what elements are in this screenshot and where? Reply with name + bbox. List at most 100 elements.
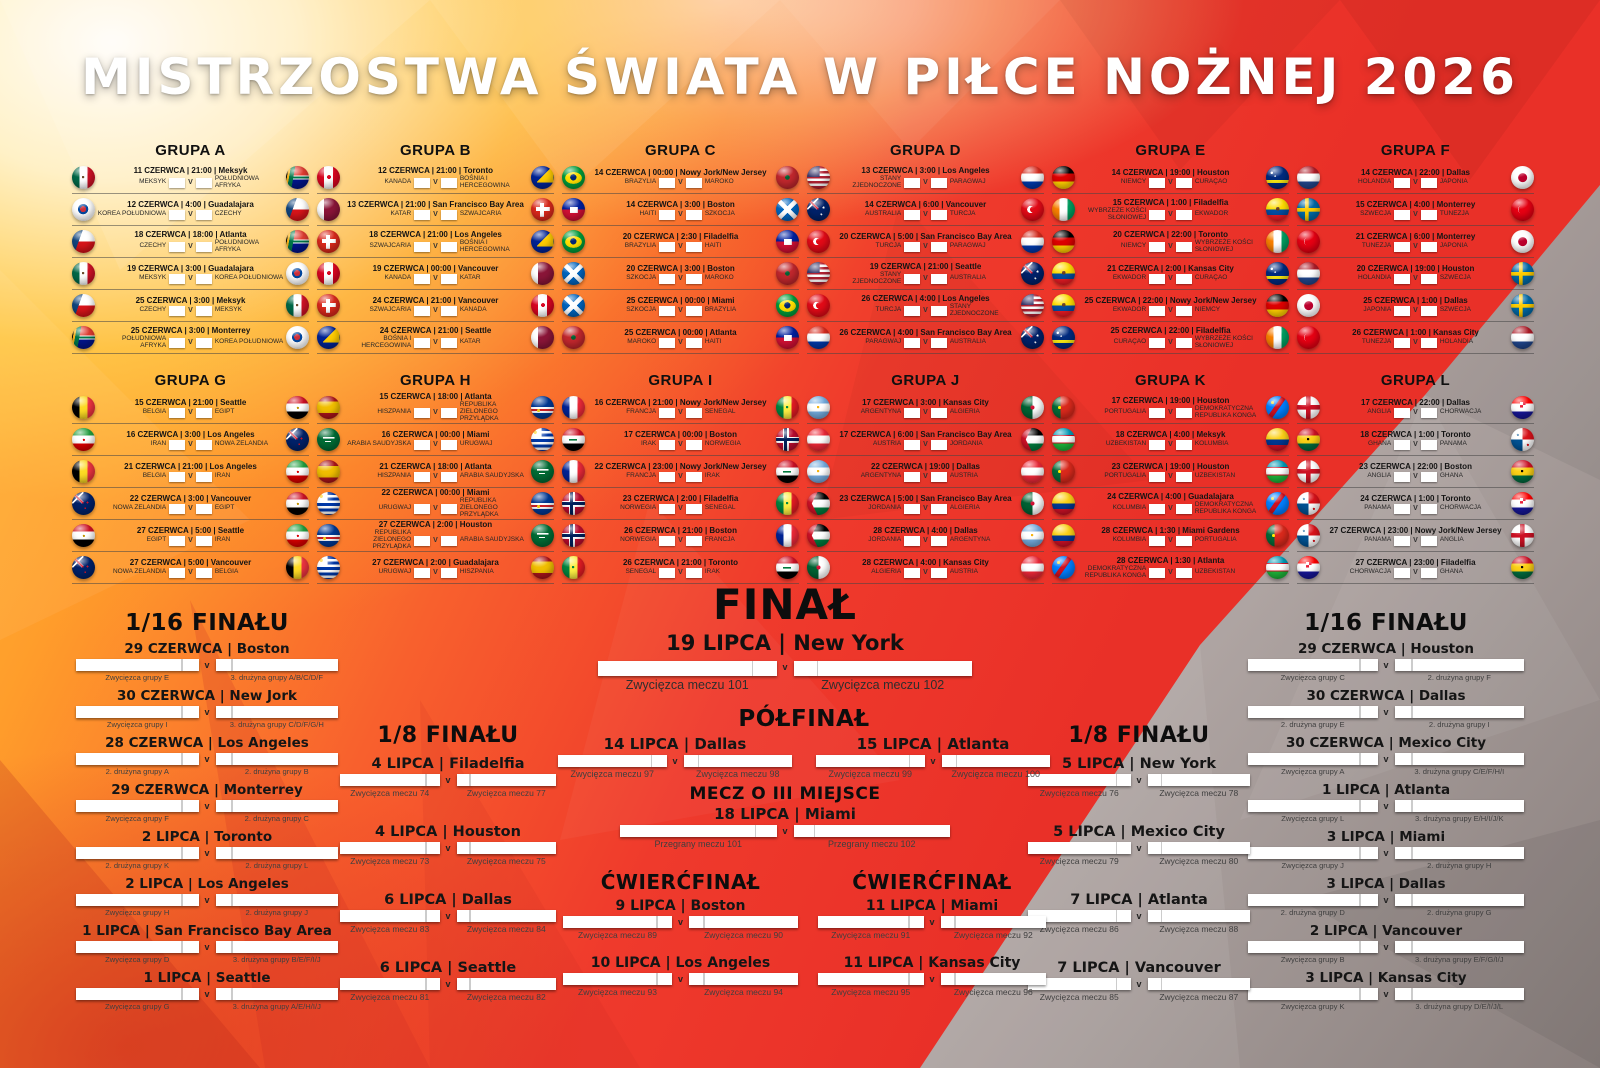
home-score-box[interactable] xyxy=(904,439,921,450)
home-team-slot[interactable] xyxy=(76,988,199,1000)
home-score-box[interactable] xyxy=(414,535,431,546)
away-score-box[interactable] xyxy=(1420,241,1437,252)
away-team-slot[interactable] xyxy=(1394,659,1525,671)
away-score-box[interactable] xyxy=(440,471,457,482)
away-score-box[interactable] xyxy=(685,471,702,482)
away-team-slot[interactable] xyxy=(215,988,339,1000)
away-score-box[interactable] xyxy=(440,439,457,450)
away-team-slot[interactable] xyxy=(215,941,339,953)
home-score-box[interactable] xyxy=(1394,305,1411,316)
home-score-box[interactable] xyxy=(1149,337,1166,348)
away-score-box[interactable] xyxy=(685,241,702,252)
away-score-box[interactable] xyxy=(930,177,947,188)
away-score-box[interactable] xyxy=(195,209,212,220)
home-score-box[interactable] xyxy=(1149,241,1166,252)
home-team-slot[interactable] xyxy=(816,755,925,767)
away-score-box[interactable] xyxy=(195,535,212,546)
away-team-slot[interactable] xyxy=(215,894,339,906)
away-team-slot[interactable] xyxy=(1394,894,1525,906)
home-team-slot[interactable] xyxy=(818,973,924,985)
home-team-slot[interactable] xyxy=(76,894,199,906)
away-score-box[interactable] xyxy=(1420,305,1437,316)
home-score-box[interactable] xyxy=(904,535,921,546)
home-score-box[interactable] xyxy=(169,439,186,450)
away-team-slot[interactable] xyxy=(683,755,793,767)
home-score-box[interactable] xyxy=(169,471,186,482)
home-score-box[interactable] xyxy=(659,337,676,348)
away-score-box[interactable] xyxy=(1420,439,1437,450)
home-score-box[interactable] xyxy=(659,177,676,188)
home-score-box[interactable] xyxy=(659,535,676,546)
home-score-box[interactable] xyxy=(169,177,186,188)
away-score-box[interactable] xyxy=(440,407,457,418)
home-score-box[interactable] xyxy=(904,503,921,514)
home-score-box[interactable] xyxy=(1149,535,1166,546)
home-score-box[interactable] xyxy=(1394,177,1411,188)
home-score-box[interactable] xyxy=(904,209,921,220)
home-score-box[interactable] xyxy=(1394,535,1411,546)
away-team-slot[interactable] xyxy=(940,973,1047,985)
home-score-box[interactable] xyxy=(1394,209,1411,220)
away-team-slot[interactable] xyxy=(940,916,1047,928)
home-score-box[interactable] xyxy=(169,567,186,578)
away-score-box[interactable] xyxy=(1175,273,1192,284)
home-score-box[interactable] xyxy=(169,273,186,284)
home-team-slot[interactable] xyxy=(563,916,672,928)
home-team-slot[interactable] xyxy=(558,755,667,767)
away-team-slot[interactable] xyxy=(456,910,557,922)
away-score-box[interactable] xyxy=(930,567,947,578)
home-score-box[interactable] xyxy=(169,305,186,316)
home-team-slot[interactable] xyxy=(1248,659,1378,671)
away-score-box[interactable] xyxy=(440,535,457,546)
home-score-box[interactable] xyxy=(1394,567,1411,578)
away-score-box[interactable] xyxy=(685,439,702,450)
away-score-box[interactable] xyxy=(1420,567,1437,578)
away-team-slot[interactable] xyxy=(215,800,339,812)
away-score-box[interactable] xyxy=(440,503,457,514)
home-score-box[interactable] xyxy=(169,535,186,546)
away-score-box[interactable] xyxy=(195,567,212,578)
home-score-box[interactable] xyxy=(414,241,431,252)
home-score-box[interactable] xyxy=(1149,209,1166,220)
home-score-box[interactable] xyxy=(904,305,921,316)
home-score-box[interactable] xyxy=(169,241,186,252)
home-team-slot[interactable] xyxy=(1248,847,1378,859)
away-score-box[interactable] xyxy=(440,305,457,316)
away-score-box[interactable] xyxy=(1175,567,1192,578)
away-score-box[interactable] xyxy=(1420,209,1437,220)
away-score-box[interactable] xyxy=(1175,241,1192,252)
away-score-box[interactable] xyxy=(1420,407,1437,418)
away-score-box[interactable] xyxy=(1175,503,1192,514)
away-score-box[interactable] xyxy=(195,439,212,450)
home-team-slot[interactable] xyxy=(1248,941,1378,953)
home-team-slot[interactable] xyxy=(1248,800,1378,812)
home-score-box[interactable] xyxy=(414,337,431,348)
away-score-box[interactable] xyxy=(685,177,702,188)
away-score-box[interactable] xyxy=(930,209,947,220)
away-score-box[interactable] xyxy=(195,241,212,252)
away-team-slot[interactable] xyxy=(215,706,339,718)
home-score-box[interactable] xyxy=(414,503,431,514)
home-score-box[interactable] xyxy=(414,439,431,450)
away-score-box[interactable] xyxy=(1175,439,1192,450)
away-score-box[interactable] xyxy=(1175,471,1192,482)
home-score-box[interactable] xyxy=(904,407,921,418)
home-score-box[interactable] xyxy=(414,471,431,482)
home-team-slot[interactable] xyxy=(76,706,199,718)
home-score-box[interactable] xyxy=(1394,439,1411,450)
away-team-slot[interactable] xyxy=(215,847,339,859)
home-score-box[interactable] xyxy=(904,241,921,252)
away-team-slot[interactable] xyxy=(1394,800,1525,812)
away-score-box[interactable] xyxy=(440,273,457,284)
home-score-box[interactable] xyxy=(1149,503,1166,514)
away-score-box[interactable] xyxy=(930,241,947,252)
away-score-box[interactable] xyxy=(685,407,702,418)
away-score-box[interactable] xyxy=(440,337,457,348)
final-away-slot[interactable] xyxy=(793,661,973,676)
away-score-box[interactable] xyxy=(195,337,212,348)
home-score-box[interactable] xyxy=(1394,503,1411,514)
home-team-slot[interactable] xyxy=(340,978,440,990)
away-team-slot[interactable] xyxy=(689,973,799,985)
away-team-slot[interactable] xyxy=(1394,753,1525,765)
home-score-box[interactable] xyxy=(659,241,676,252)
